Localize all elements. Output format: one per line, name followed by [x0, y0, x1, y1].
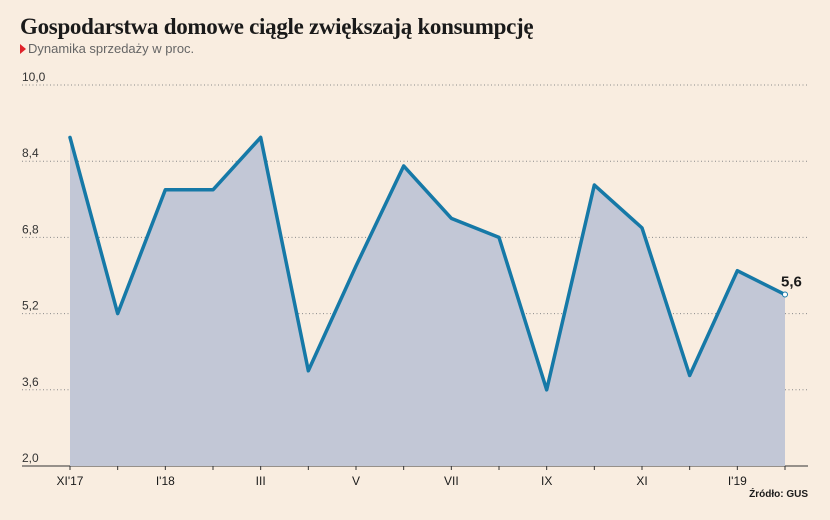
- series-polyline: [68, 135, 787, 392]
- last-point-marker: [782, 291, 788, 298]
- x-tick-label: XI'17: [57, 474, 84, 488]
- x-tick-label: I'19: [728, 474, 747, 488]
- x-tick-label: I'18: [156, 474, 175, 488]
- y-tick-label: 8,4: [22, 146, 39, 160]
- y-axis-ticks: 2,0 3,6 5,2 6,8 8,4 10,0: [22, 70, 46, 465]
- y-tick-label: 5,2: [22, 299, 39, 313]
- area-fill: [70, 137, 785, 466]
- subtitle-text: Dynamika sprzedaży w proc.: [28, 41, 195, 56]
- series-line: [68, 135, 787, 392]
- chart-subtitle: Dynamika sprzedaży w proc.: [20, 41, 194, 56]
- x-axis-ticks: XI'17 I'18 III V VII IX XI I'19: [57, 466, 786, 488]
- y-tick-label: 2,0: [22, 451, 39, 465]
- x-tick-label: XI: [636, 474, 647, 488]
- last-value-label: 5,6: [781, 274, 802, 291]
- x-tick-label: III: [256, 474, 266, 488]
- source-note: Źródło: GUS: [749, 489, 808, 500]
- chart-title: Gospodarstwa domowe ciągle zwiększają ko…: [20, 14, 534, 39]
- y-tick-label: 6,8: [22, 222, 39, 236]
- y-tick-label: 3,6: [22, 375, 39, 389]
- x-tick-label: IX: [541, 474, 552, 488]
- data-labels: 5,6: [781, 274, 802, 298]
- red-triangle-icon: [20, 43, 26, 54]
- series-area: [70, 137, 785, 466]
- x-tick-label: VII: [444, 474, 459, 488]
- x-tick-label: V: [352, 474, 360, 488]
- y-tick-label: 10,0: [22, 70, 46, 84]
